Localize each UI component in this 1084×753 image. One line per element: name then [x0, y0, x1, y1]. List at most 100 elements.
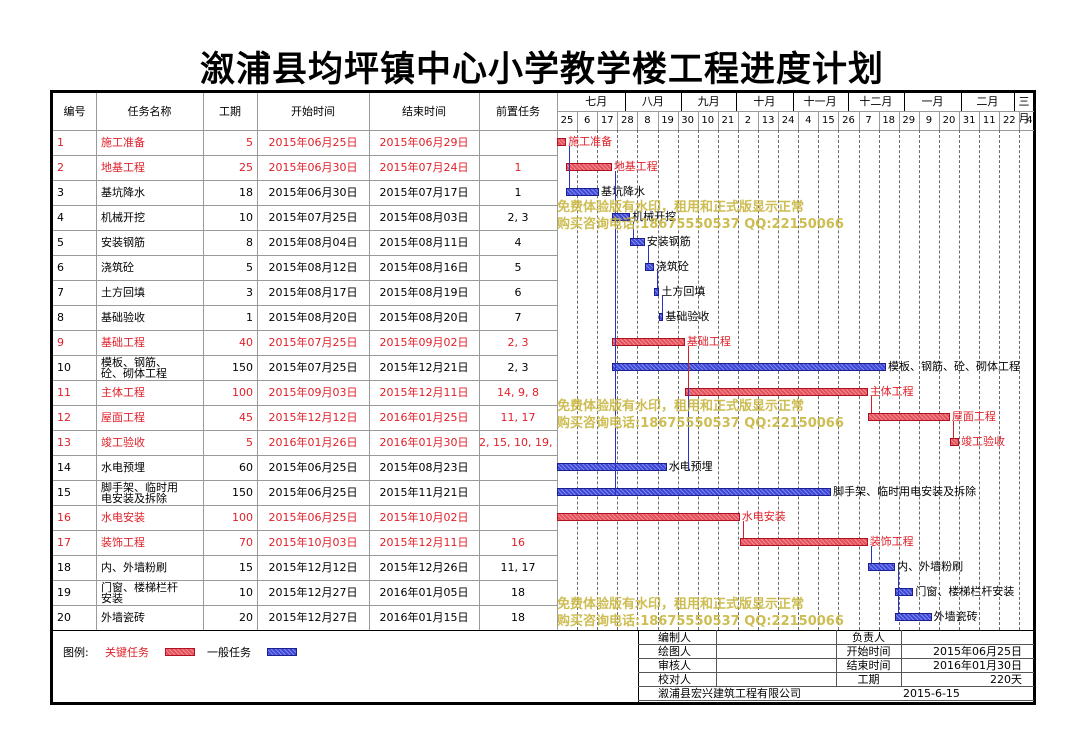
task-duration: 60 [239, 461, 253, 474]
task-name: 土方回填 [101, 280, 202, 305]
month-label: 九月 [697, 95, 720, 108]
task-end: 2015年08月16日 [379, 261, 469, 274]
gantt-bar-label: 基坑降水 [601, 185, 646, 198]
table-bottom-divider [53, 630, 1034, 631]
footer-field-label: 开始时间 [846, 645, 891, 658]
day-tick-divider [778, 112, 780, 130]
task-start: 2015年06月25日 [268, 136, 358, 149]
table-row-divider [53, 280, 557, 281]
task-end: 2016年01月05日 [379, 586, 469, 599]
day-tick-label: 17 [600, 115, 614, 126]
table-row-divider [53, 305, 557, 306]
normal-task-bar [630, 238, 645, 246]
day-tick-label: 7 [865, 115, 872, 126]
task-predecessors: 2, 3 [507, 361, 529, 374]
day-tick-divider [878, 112, 880, 130]
task-start: 2015年08月17日 [268, 286, 358, 299]
table-row-divider [53, 180, 557, 181]
table-column-divider [203, 93, 204, 630]
task-start: 2015年08月04日 [268, 236, 358, 249]
gantt-gridline [657, 130, 659, 630]
task-end: 2015年07月17日 [379, 186, 469, 199]
dependency-link [687, 346, 689, 388]
day-tick-label: 4 [805, 115, 812, 126]
gantt-gridline [959, 130, 961, 630]
header-divider [53, 130, 1034, 131]
task-end: 2015年08月20日 [379, 311, 469, 324]
task-duration: 70 [239, 536, 253, 549]
task-start: 2015年07月25日 [268, 361, 358, 374]
footer-row-divider [638, 700, 1034, 701]
gantt-gridline [637, 130, 639, 630]
task-id: 12 [57, 411, 71, 424]
task-name: 基坑降水 [101, 180, 202, 205]
day-tick-label: 20 [942, 115, 956, 126]
table-column-divider [257, 93, 258, 630]
task-id: 2 [57, 161, 64, 174]
footer-field-label: 校对人 [658, 673, 691, 686]
task-predecessors [479, 455, 557, 480]
task-predecessors: 5 [514, 261, 522, 274]
day-tick-label: 9 [925, 115, 933, 126]
gantt-bar-label: 装饰工程 [869, 535, 914, 548]
task-name-line: 砼、砌体工程 [101, 366, 167, 380]
task-name-line: 装饰工程 [101, 536, 145, 549]
month-label: 十一月 [803, 95, 837, 108]
task-id: 13 [57, 436, 71, 449]
task-start: 2015年12月12日 [268, 411, 358, 424]
month-label: 八月 [641, 95, 664, 108]
task-name: 外墙瓷砖 [101, 605, 202, 630]
table-row-divider [53, 430, 557, 431]
task-name: 门窗、楼梯栏杆 安装 [101, 580, 202, 605]
task-duration: 150 [232, 486, 253, 499]
task-name-line: 基坑降水 [101, 186, 145, 199]
task-predecessors: 18 [511, 611, 525, 624]
gantt-bar-label: 主体工程 [869, 385, 914, 398]
normal-task-bar [895, 613, 932, 621]
col-header-end: 结束时间 [402, 105, 446, 118]
dependency-link [569, 146, 571, 188]
day-tick-divider [979, 112, 981, 130]
gantt-gridline [778, 130, 780, 630]
gantt-gridline [838, 130, 840, 630]
task-id: 3 [57, 186, 64, 199]
dependency-link [614, 171, 616, 363]
table-row-divider [53, 155, 557, 156]
task-name: 施工准备 [101, 130, 202, 155]
footer-field-label: 负责人 [852, 631, 885, 644]
task-id: 5 [57, 236, 64, 249]
task-start: 2015年12月27日 [268, 586, 358, 599]
day-tick-label: 18 [882, 115, 896, 126]
col-header-start: 开始时间 [291, 105, 335, 118]
table-row-divider [53, 580, 557, 581]
task-name: 基础工程 [101, 330, 202, 355]
day-tick-divider [737, 112, 739, 130]
critical-task-bar [867, 413, 950, 421]
col-header-duration: 工期 [219, 105, 241, 118]
footer-column-divider [901, 630, 902, 686]
task-name-line: 土方回填 [101, 286, 145, 299]
task-predecessors: 16 [511, 536, 525, 549]
month-label: 十二月 [859, 95, 893, 108]
task-name-line: 主体工程 [101, 386, 145, 399]
day-tick-divider [758, 112, 760, 130]
table-column-divider [479, 93, 480, 630]
footer-left-border [638, 630, 639, 702]
task-duration: 15 [239, 561, 253, 574]
task-name: 脚手架、临时用 电安装及拆除 [101, 480, 202, 505]
critical-task-bar [557, 513, 740, 521]
task-start: 2015年06月30日 [268, 161, 358, 174]
day-tick-divider [959, 112, 961, 130]
task-end: 2015年06月29日 [379, 136, 469, 149]
task-name-line: 模板、钢筋、 [101, 355, 167, 369]
task-id: 10 [57, 361, 71, 374]
task-name-line: 基础工程 [101, 336, 145, 349]
watermark-text: 购买咨询电话:18675550537 QQ:22150066 [557, 217, 844, 232]
dependency-link [742, 521, 744, 538]
day-tick-label: 30 [681, 115, 695, 126]
gantt-bar-label: 内、外墙粉刷 [897, 560, 964, 573]
footer-date: 2015-6-15 [903, 687, 960, 700]
task-end: 2015年12月11日 [379, 386, 469, 399]
footer-field-value: 2015年06月25日 [933, 645, 1022, 658]
footer-field-label: 工期 [857, 673, 880, 686]
